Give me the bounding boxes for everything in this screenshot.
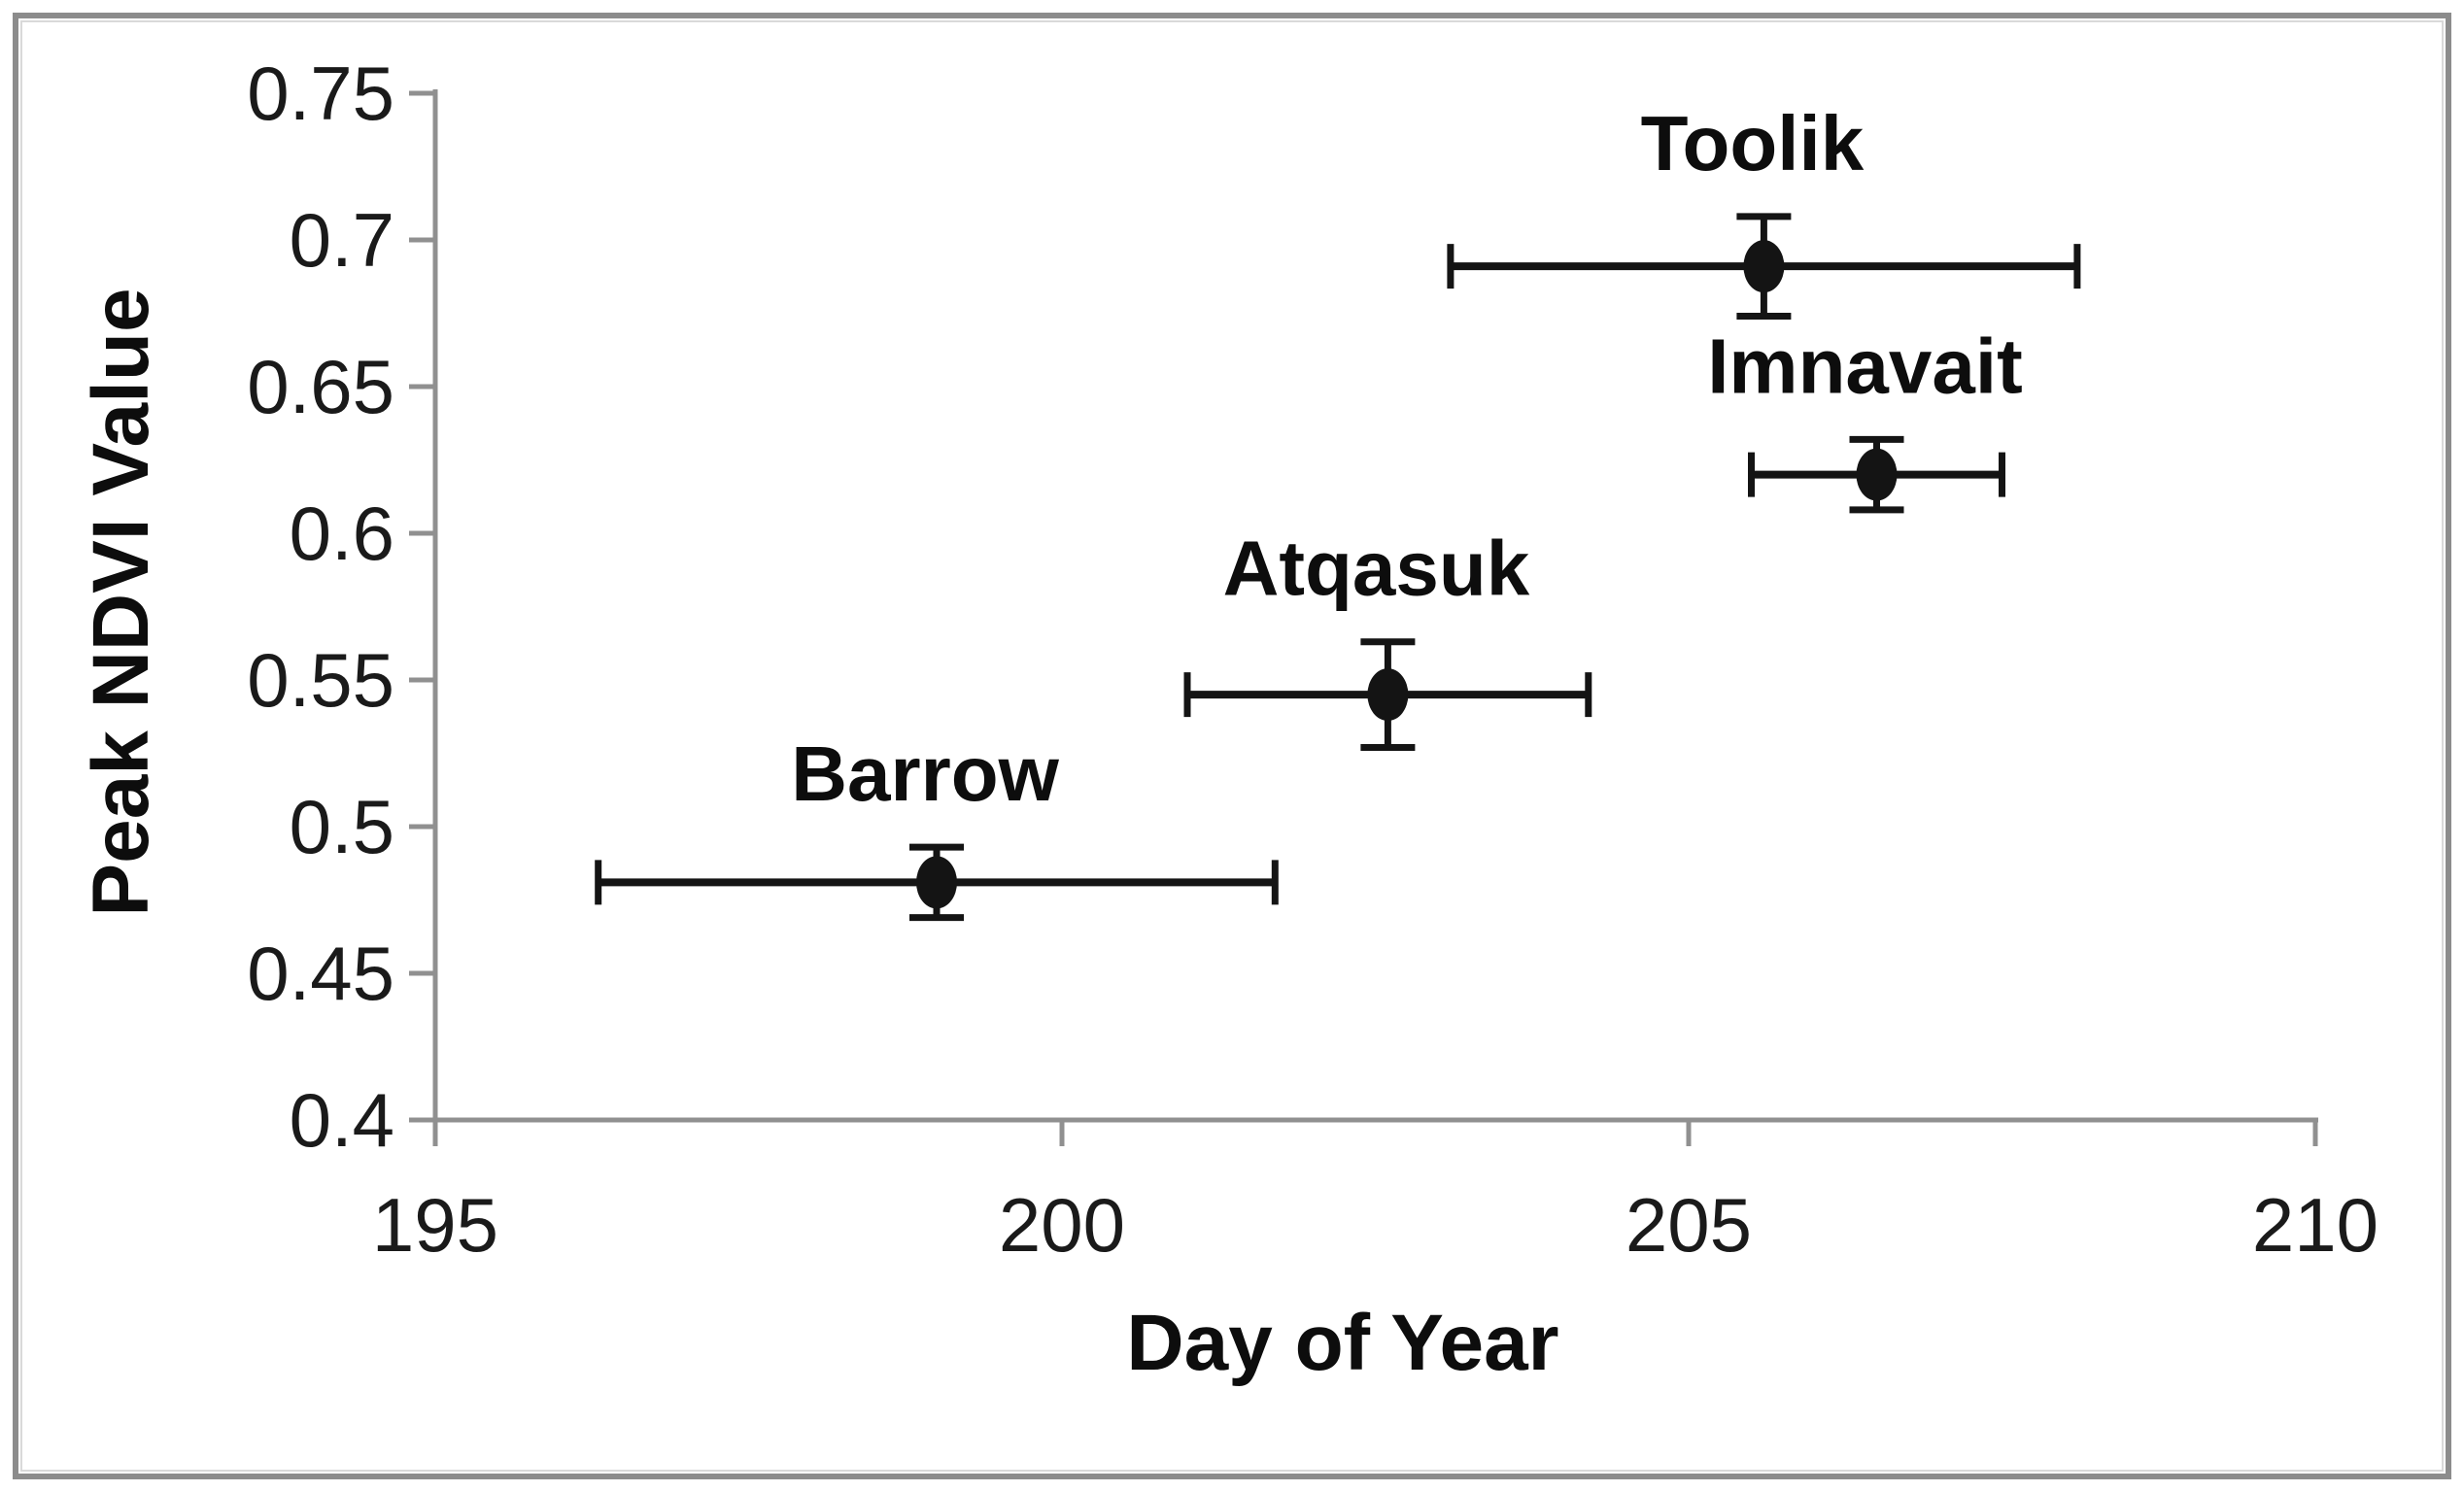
x-tick-label: 200 [999, 1182, 1125, 1268]
point-label: Toolik [1641, 100, 1865, 186]
point-label: Atqasuk [1223, 526, 1530, 612]
data-series [595, 213, 2081, 922]
x-tick-label: 195 [372, 1182, 498, 1268]
y-tick-label: 0.55 [247, 637, 394, 723]
figure-border-highlight [20, 20, 2444, 1472]
y-tick-label: 0.5 [290, 784, 394, 869]
y-tick-label: 0.65 [247, 344, 394, 429]
point-labels: Barrow Atqasuk Toolik Imnavait [791, 100, 2023, 817]
y-tick-label: 0.45 [247, 931, 394, 1016]
point-label: Barrow [791, 730, 1059, 817]
y-tick-label: 0.6 [290, 491, 394, 576]
data-marker [1743, 240, 1785, 293]
data-point-toolik [1447, 213, 2081, 321]
data-marker [1856, 448, 1898, 501]
point-label: Imnavait [1707, 322, 2023, 409]
x-tick-label: 205 [1626, 1182, 1752, 1268]
data-marker [916, 856, 957, 909]
data-point-atqasuk [1183, 638, 1592, 751]
data-point-imnavait [1748, 435, 2005, 514]
y-tick-label: 0.7 [290, 197, 394, 283]
x-axis-title: Day of Year [1126, 1299, 1558, 1387]
y-tick-label: 0.4 [290, 1077, 394, 1163]
y-axis-title: Peak NDVI Value [77, 288, 165, 916]
data-point-barrow [595, 843, 1279, 922]
figure-border [13, 13, 2451, 1479]
data-marker [1367, 668, 1409, 722]
y-tick-label: 0.75 [247, 51, 394, 136]
axes: 0.4 0.45 0.5 0.55 0.6 0.65 0.7 0.75 195 200 205 210 [247, 51, 2378, 1268]
x-tick-label: 210 [2252, 1182, 2378, 1268]
